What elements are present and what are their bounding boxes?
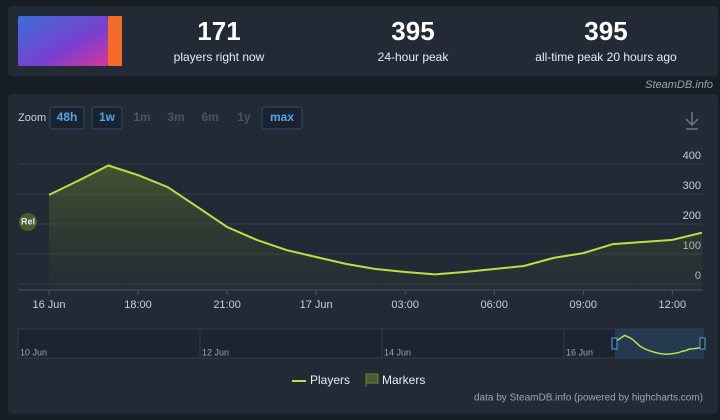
navigator-label: 12 Jun	[202, 347, 229, 357]
x-tick-label: 18:00	[124, 299, 152, 311]
stat-label: players right now	[174, 50, 265, 64]
game-image-banner	[108, 16, 122, 66]
stat-value: 171	[197, 16, 240, 46]
annotation-flag	[19, 213, 37, 231]
navigator-label: 16 Jun	[566, 347, 593, 357]
navigator-line	[616, 334, 702, 356]
navigator-label: 10 Jun	[20, 347, 47, 357]
download-icon[interactable]	[685, 112, 699, 130]
zoom-button-frame[interactable]	[261, 106, 303, 130]
y-tick-label: 300	[683, 180, 701, 192]
zoom-button[interactable]: max	[270, 110, 294, 124]
annotation: Rel	[21, 216, 35, 226]
x-tick-label: 03:00	[391, 299, 419, 311]
credits[interactable]: data by SteamDB.info (powered by highcha…	[474, 393, 703, 404]
navigator	[17, 328, 704, 359]
source[interactable]: SteamDB.info	[645, 79, 713, 91]
zoom-button[interactable]: 6m	[201, 110, 218, 124]
area	[49, 165, 702, 290]
x-tick-label: 17 Jun	[300, 299, 333, 311]
stat-label: all-time peak 20 hours ago	[535, 50, 677, 64]
game-image[interactable]	[18, 16, 108, 66]
navigator-label: 14 Jun	[384, 347, 411, 357]
zoom-button[interactable]: 1m	[133, 110, 150, 124]
zoom-button[interactable]: 1w	[99, 110, 116, 124]
zoom-label: Zoom	[18, 112, 46, 124]
zoom-button[interactable]: 3m	[167, 110, 184, 124]
y-tick-label: 400	[683, 150, 701, 162]
navigator-handle[interactable]	[611, 337, 618, 350]
legend-swatch	[365, 373, 379, 387]
x-tick-label: 06:00	[480, 299, 508, 311]
legend-label[interactable]: Players	[310, 373, 350, 387]
zoom-button-frame[interactable]	[91, 106, 123, 130]
x-tick-label: 21:00	[213, 299, 241, 311]
stat-value: 395	[391, 16, 434, 46]
x-tick-label: 12:00	[659, 299, 687, 311]
legend-label[interactable]: Markers	[382, 373, 425, 387]
line	[48, 164, 703, 276]
navigator-handle[interactable]	[699, 337, 706, 350]
zoom-button[interactable]: 48h	[57, 110, 78, 124]
y-tick-label: 200	[683, 210, 701, 222]
zoom-button-frame[interactable]	[49, 106, 85, 130]
x-tick-label: 09:00	[570, 299, 598, 311]
stat-value: 395	[584, 16, 627, 46]
x-tick-label: 16 Jun	[32, 299, 65, 311]
stats-panel	[8, 6, 718, 76]
stat-label: 24-hour peak	[378, 50, 450, 64]
zoom-button[interactable]: 1y	[237, 110, 251, 124]
